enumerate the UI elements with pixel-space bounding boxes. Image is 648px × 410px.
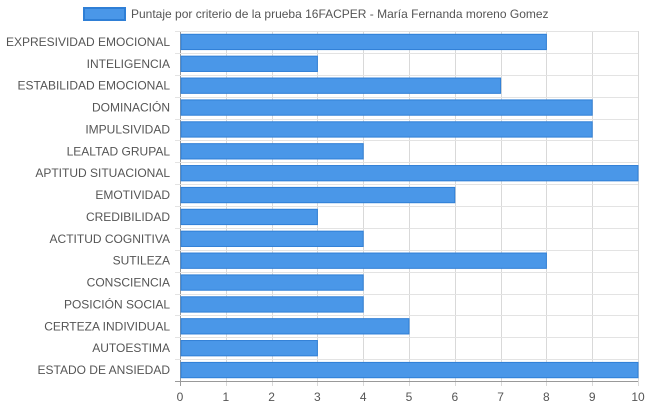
bar[interactable] [180,55,318,72]
bar[interactable] [180,252,547,269]
y-tick-label: SUTILEZA [113,254,170,268]
y-tick-label: EXPRESIVIDAD EMOCIONAL [6,35,170,49]
x-tick-label: 5 [406,390,413,404]
y-tick-label: POSICIÓN SOCIAL [64,296,170,311]
bar[interactable] [180,165,639,182]
x-tick-label: 2 [268,390,275,404]
y-tick-label: DOMINACIÓN [92,100,170,115]
x-tick-label: 7 [497,390,504,404]
bar[interactable] [180,99,593,116]
bar[interactable] [180,208,318,226]
y-tick-label: CONSCIENCIA [87,276,170,290]
bar[interactable] [180,361,639,379]
legend-label: Puntaje por criterio de la prueba 16FACP… [131,7,549,21]
x-tick-label: 4 [360,390,367,404]
bar[interactable] [180,33,547,51]
y-tick-label: CERTEZA INDIVIDUAL [44,319,170,333]
y-tick-label: ACTITUD COGNITIVA [50,232,170,246]
y-axis-labels: EXPRESIVIDAD EMOCIONAL INTELIGENCIA ESTABI… [6,35,170,377]
x-tick-label: 9 [589,390,596,404]
bar[interactable] [180,121,593,138]
bar[interactable] [180,296,364,313]
bar[interactable] [180,274,364,291]
x-tick-label: 6 [451,390,458,404]
x-tick-label: 1 [222,390,229,404]
bar[interactable] [180,186,456,204]
y-tick-label: ESTABILIDAD EMOCIONAL [18,79,171,93]
y-tick-label: EMOTIVIDAD [95,188,170,202]
x-tick-label: 0 [177,390,184,404]
x-axis-labels: 0 1 2 3 4 5 6 7 8 9 10 [177,390,645,404]
y-tick-label: AUTOESTIMA [92,341,170,355]
bar[interactable] [180,340,318,357]
y-tick-label: APTITUD SITUACIONAL [35,166,170,180]
y-tick-label: CREDIBILIDAD [86,210,170,224]
bar[interactable] [180,318,410,335]
legend-swatch [83,7,126,21]
x-tick-label: 10 [631,390,645,404]
y-tick-label: ESTADO DE ANSIEDAD [38,363,171,377]
bar[interactable] [180,143,364,160]
y-tick-label: LEALTAD GRUPAL [67,144,171,158]
x-tick-label: 8 [543,390,550,404]
y-tick-label: INTELIGENCIA [87,57,170,71]
bars [180,33,639,379]
y-tick-label: IMPULSIVIDAD [85,122,170,136]
x-tick-label: 3 [314,390,321,404]
legend[interactable]: Puntaje por criterio de la prueba 16FACP… [83,7,549,21]
bar[interactable] [180,77,502,94]
bar[interactable] [180,230,364,247]
